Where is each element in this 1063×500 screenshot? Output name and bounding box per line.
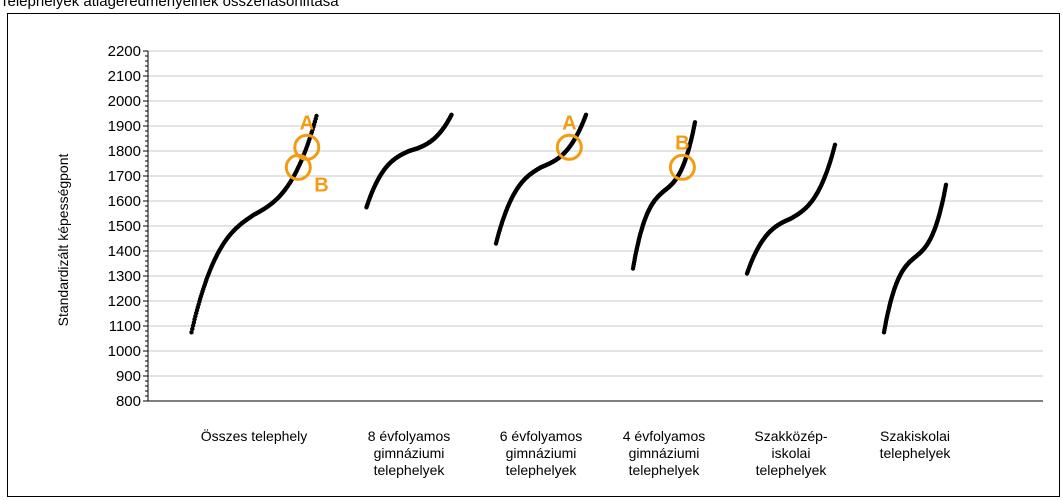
x-category-label-line: gimnáziumi: [505, 445, 577, 461]
data-points: [189, 112, 949, 335]
y-tick-label: 2100: [108, 68, 141, 85]
y-tick-label: 1600: [108, 193, 141, 210]
x-category-label-line: 8 évfolyamos: [367, 428, 451, 444]
x-category-label: 8 évfolyamos gimnáziumi telephelyek: [339, 428, 479, 479]
chart-frame: 800 900 1000 1100 1200 1300 1400 1500 1600 1700 18…: [7, 13, 1060, 497]
highlight-marker-label: B: [675, 132, 689, 154]
y-tick-label: 2000: [108, 93, 141, 110]
x-category-label-line: telephelyek: [628, 462, 700, 478]
y-tick-label: 1300: [108, 268, 141, 285]
x-category-label-line: gimnáziumi: [373, 445, 445, 461]
data-point: [832, 142, 838, 147]
x-category-label-line: telephelyek: [373, 462, 445, 478]
highlight-marker-label: A: [300, 112, 314, 134]
y-tick-label: 1900: [108, 118, 141, 135]
y-tick-label: 900: [116, 368, 141, 385]
x-category-label-line: telephelyek: [755, 462, 827, 478]
data-point: [943, 182, 949, 187]
y-tick-label: 1800: [108, 143, 141, 160]
data-point: [449, 112, 454, 118]
y-tick-labels: 800 900 1000 1100 1200 1300 1400 1500 1600 1700 18…: [108, 43, 141, 410]
data-point: [190, 326, 195, 332]
y-tick-label: 1100: [109, 318, 141, 335]
y-tick-label: 1200: [108, 293, 141, 310]
highlight-marker: [555, 133, 583, 161]
x-category-label-line: telephelyek: [505, 462, 577, 478]
data-point: [692, 120, 698, 125]
x-category-label: 6 évfolyamos gimnáziumi telephelyek: [471, 428, 611, 479]
y-tick-label: 800: [116, 393, 141, 410]
y-axis-label: Standardizált képességpont: [55, 154, 71, 327]
x-category-label: 4 évfolyamos gimnáziumi telephelyek: [594, 428, 734, 479]
x-category-label: Szakközép-iskolai telephelyek: [721, 428, 861, 479]
highlight-marker-label: A: [562, 112, 576, 134]
gridlines: [148, 50, 1043, 377]
data-point: [314, 113, 319, 119]
y-tick-label: 2200: [108, 43, 141, 60]
y-axis: [143, 50, 1043, 402]
x-category-label-line: Szakközép-: [754, 428, 828, 444]
highlight-marker-label: B: [314, 174, 328, 196]
markers: A B A B: [284, 112, 696, 196]
x-category-label-line: 6 évfolyamos: [499, 428, 583, 444]
x-category-label-line: 4 évfolyamos: [622, 428, 706, 444]
x-category-label: Összes telephely: [184, 428, 324, 445]
highlight-marker: [284, 153, 312, 181]
data-point: [189, 330, 194, 335]
y-tick-label: 1000: [108, 343, 141, 360]
highlight-marker: [668, 153, 696, 181]
scatter-chart: 800 900 1000 1100 1200 1300 1400 1500 1600 1700 18…: [55, 43, 1043, 410]
data-point: [583, 112, 589, 118]
x-category-label-line: Összes telephely: [200, 428, 308, 444]
x-category-label-line: Szakiskolai: [879, 428, 951, 444]
x-category-label-line: gimnáziumi: [628, 445, 700, 461]
x-category-label-line: iskolai: [771, 445, 811, 461]
page-title: Telephelyek átlageredményeinek összehaso…: [0, 0, 339, 10]
y-tick-label: 1700: [108, 168, 141, 185]
y-tick-label: 1500: [108, 218, 141, 235]
x-category-label: Szakiskolai telephelyek: [845, 428, 985, 462]
y-tick-label: 1400: [108, 243, 141, 260]
x-category-label-line: telephelyek: [879, 445, 951, 461]
